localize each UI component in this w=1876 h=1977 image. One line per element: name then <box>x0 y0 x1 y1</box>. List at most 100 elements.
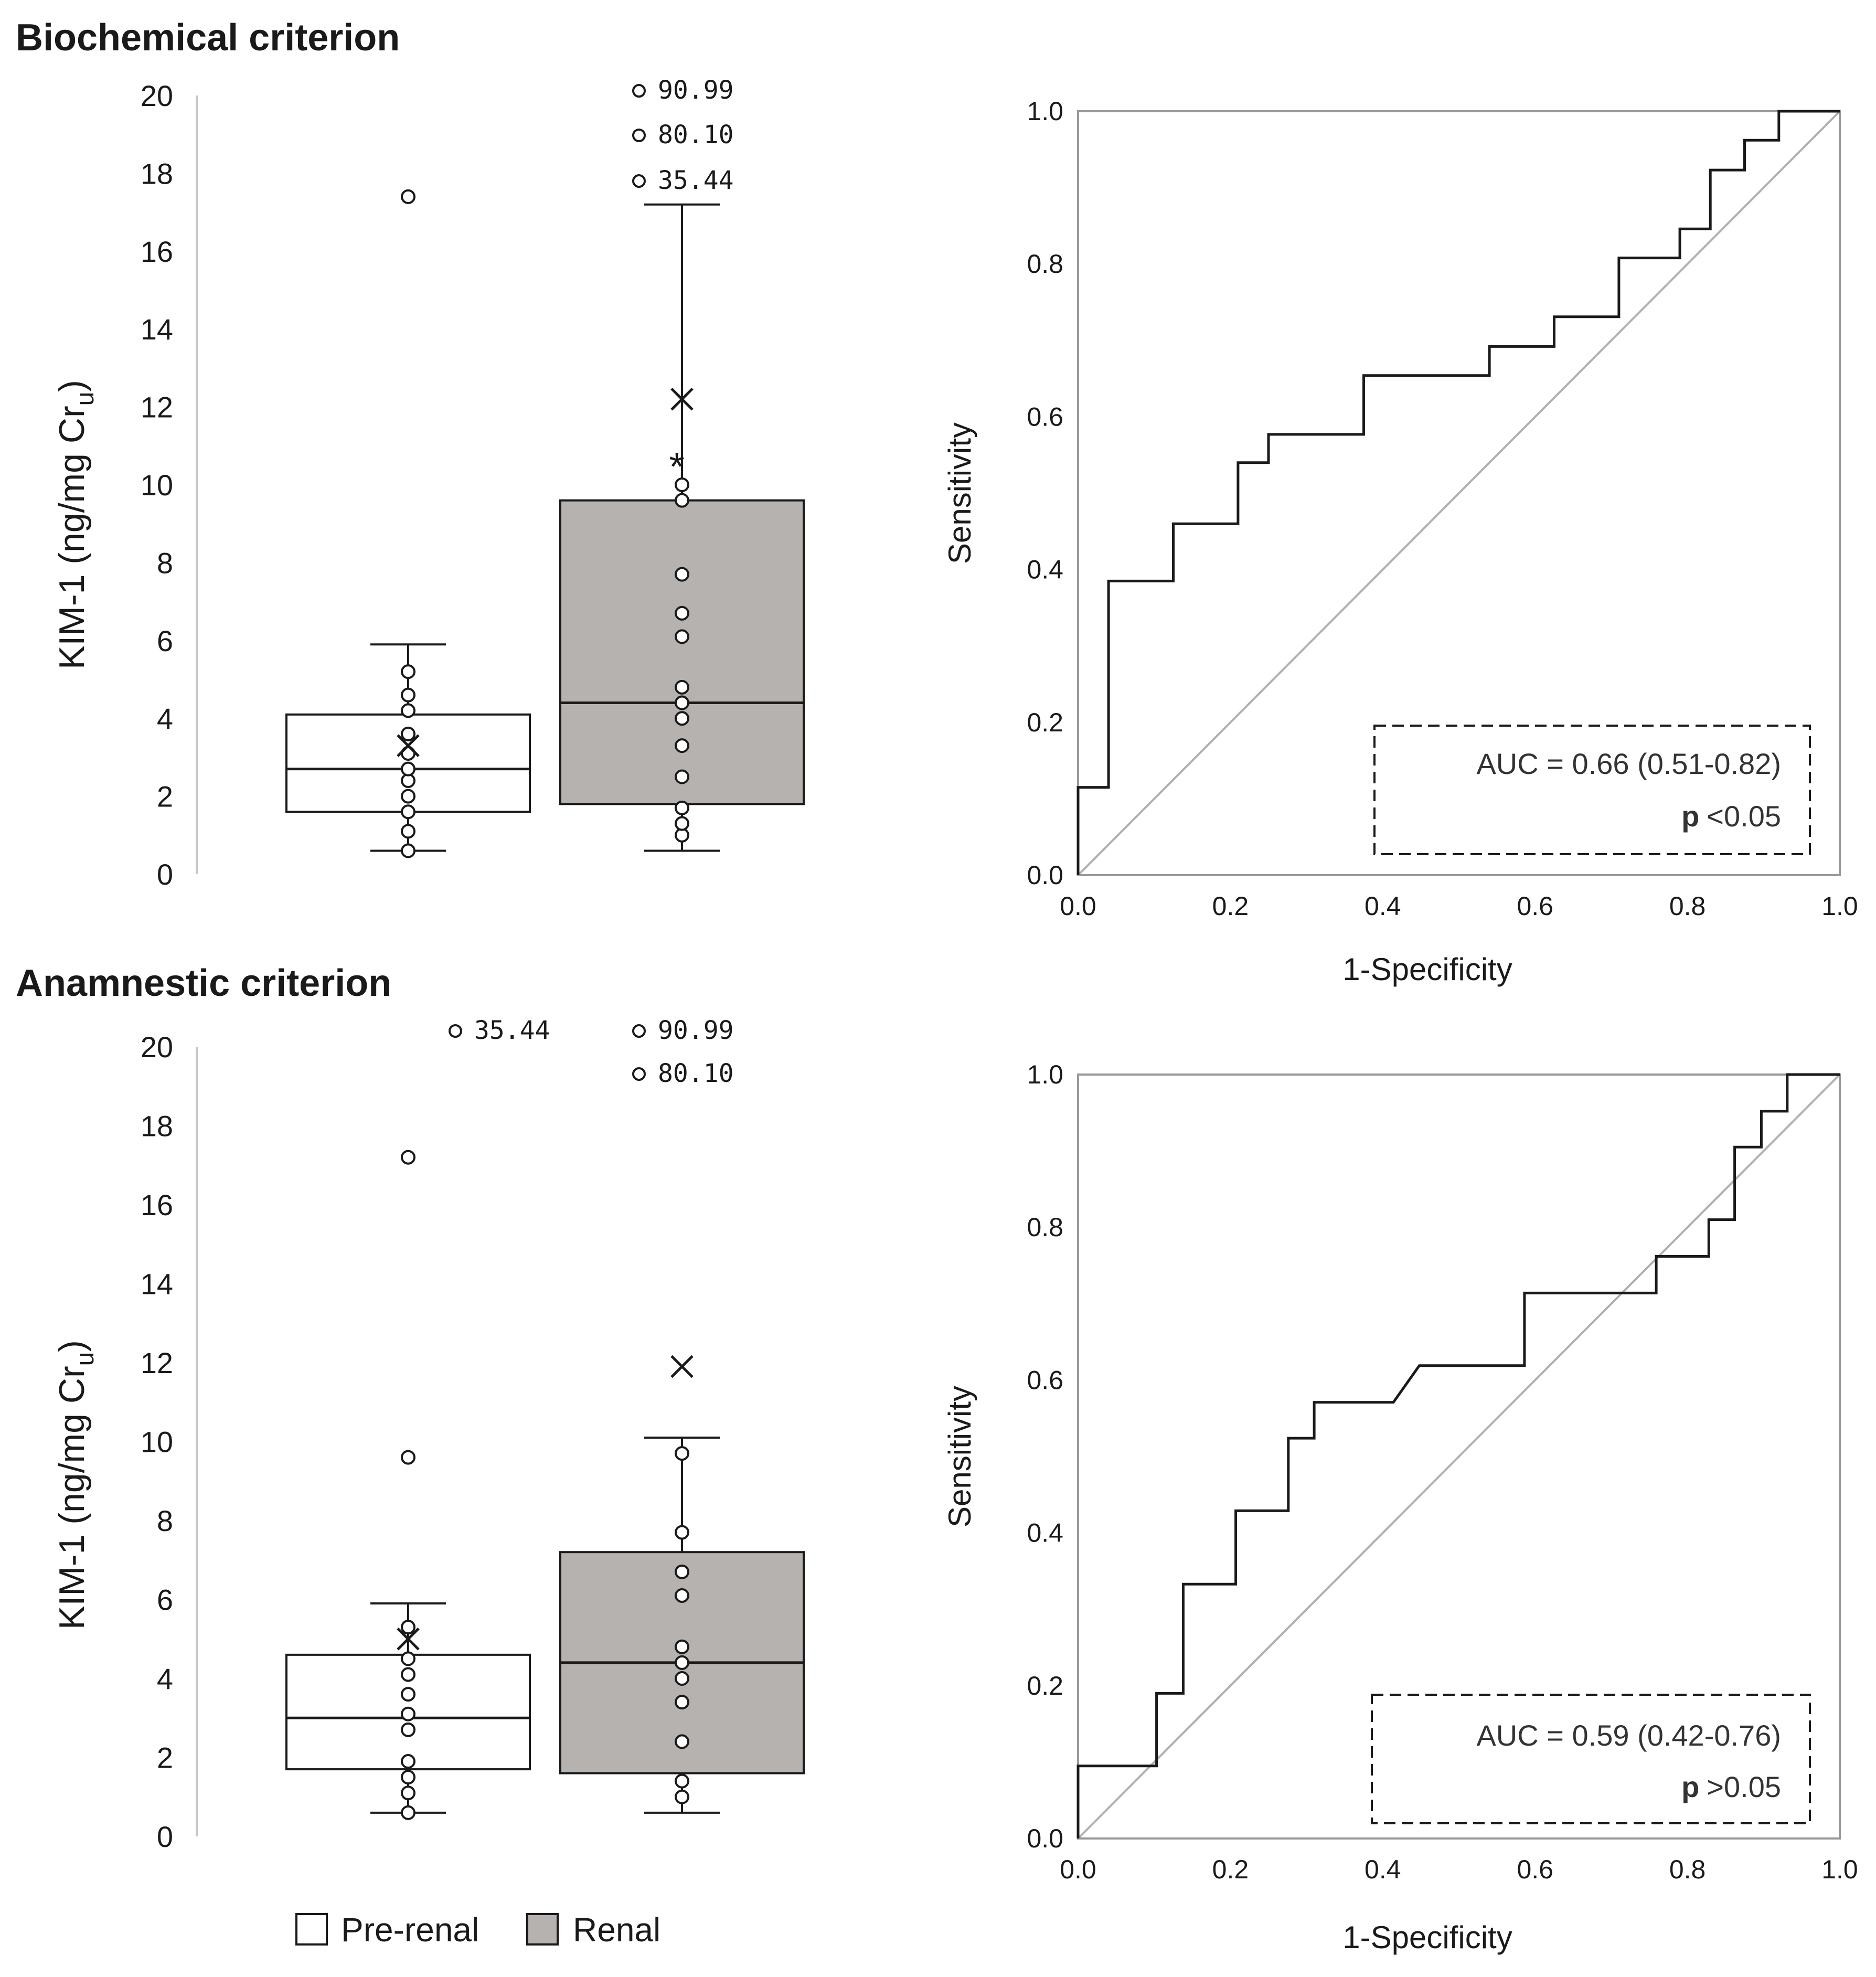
y-tick-label: 2 <box>157 1741 173 1774</box>
y-axis-title: KIM-1 (ng/mg Cru) <box>52 1340 99 1630</box>
y-tick-label: 8 <box>157 546 173 579</box>
data-point <box>676 1696 688 1708</box>
data-point <box>676 739 688 752</box>
box-plot-anamnestic: Anamnestic criterion KIM-1 (ng/mg Cru) 0… <box>16 962 804 1853</box>
y-tick-labels: 0 2 4 6 8 10 12 14 16 18 20 <box>141 1030 173 1853</box>
y-tick-label: 14 <box>141 1268 173 1301</box>
data-point <box>402 805 414 818</box>
panel-title-biochemical: Biochemical criterion <box>16 17 400 59</box>
data-point <box>402 1652 414 1665</box>
auc-text: AUC = 0.66 (0.51-0.82) <box>1476 747 1781 780</box>
y-tick-label: 10 <box>141 1426 173 1459</box>
box-iqr <box>560 501 804 804</box>
data-point <box>676 630 688 643</box>
roc-y-tick-label: 0.0 <box>1027 1824 1063 1853</box>
data-point <box>402 689 414 701</box>
legend-swatch-prerenal <box>296 1914 327 1944</box>
data-point <box>676 1656 688 1669</box>
data-point <box>402 825 414 837</box>
y-tick-label: 12 <box>141 391 173 424</box>
data-point <box>402 1755 414 1768</box>
legend-label-prerenal: Pre-renal <box>341 1911 479 1949</box>
roc-y-tick-label: 0.8 <box>1027 249 1063 279</box>
data-point <box>676 771 688 783</box>
outlier-value-label: 35.44 <box>658 166 734 195</box>
data-point <box>402 763 414 775</box>
data-point <box>676 712 688 725</box>
roc-x-tick-label: 1.0 <box>1821 1855 1858 1884</box>
box-groups: 35.44 90.99 80.10 <box>286 1016 804 1819</box>
panel-title-anamnestic: Anamnestic criterion <box>16 962 391 1004</box>
y-tick-label: 18 <box>141 157 173 190</box>
y-tick-label: 6 <box>157 624 173 657</box>
roc-y-tick-label: 0.2 <box>1027 708 1063 737</box>
data-point <box>676 681 688 694</box>
data-point <box>676 1672 688 1685</box>
auc-box <box>1374 726 1810 854</box>
roc-x-tick-label: 1.0 <box>1821 891 1858 921</box>
data-point <box>402 1151 414 1164</box>
p-value-text: p <0.05 <box>1681 800 1781 833</box>
data-point <box>402 1806 414 1819</box>
data-point <box>676 568 688 581</box>
roc-y-tick-label: 0.6 <box>1027 402 1063 431</box>
roc-y-tick-label: 0.6 <box>1027 1365 1063 1395</box>
data-point <box>676 494 688 507</box>
data-point <box>402 1708 414 1720</box>
outlier-star: * <box>669 444 685 489</box>
y-tick-label: 12 <box>141 1346 173 1379</box>
y-tick-label: 18 <box>141 1110 173 1143</box>
figure: Biochemical criterion KIM-1 (ng/mg Cru) … <box>0 0 1876 1977</box>
outlier-label-marker <box>450 1025 461 1037</box>
data-point <box>402 844 414 857</box>
outlier-label-marker <box>633 1068 645 1080</box>
box-group-pre-renal: 35.44 <box>286 1016 550 1819</box>
data-point <box>402 1451 414 1464</box>
data-point <box>402 1724 414 1736</box>
y-tick-label: 20 <box>141 79 173 112</box>
outlier-label-marker <box>633 130 645 141</box>
y-tick-label: 14 <box>141 313 173 346</box>
data-point <box>402 1688 414 1700</box>
roc-anamnestic: 0.00.0 0.2 0.2 0.4 0.4 0.6 0.6 0.8 0.8 1.0 1.0 1-S… <box>942 1060 1858 1955</box>
outlier-value-label: 35.44 <box>474 1016 550 1045</box>
data-point <box>402 1771 414 1783</box>
box-groups: * 90.99 80.10 35.44 <box>286 76 804 857</box>
outlier-label-marker <box>633 85 645 97</box>
y-tick-label: 0 <box>157 858 173 891</box>
outlier-label-marker <box>633 1025 645 1037</box>
auc-box <box>1372 1695 1810 1823</box>
legend-label-renal: Renal <box>573 1911 660 1949</box>
data-point <box>676 697 688 709</box>
box-group-pre-renal <box>286 190 530 857</box>
roc-biochemical: 0.00.0 0.2 0.2 0.4 0.4 0.6 0.6 0.8 0.8 1.0 1.0 1-S… <box>942 97 1858 987</box>
data-point <box>676 1589 688 1602</box>
roc-y-tick-label: 0.4 <box>1027 555 1063 584</box>
outlier-value-label: 80.10 <box>658 1059 734 1088</box>
roc-x-axis-title: 1-Specificity <box>1342 1920 1512 1955</box>
y-axis-title: KIM-1 (ng/mg Cru) <box>52 380 99 669</box>
outlier-value-label: 90.99 <box>658 1016 734 1045</box>
roc-x-tick-label: 0.8 <box>1669 1855 1706 1884</box>
data-point <box>676 1566 688 1578</box>
y-tick-label: 4 <box>157 1662 173 1695</box>
y-tick-label: 8 <box>157 1504 173 1537</box>
roc-y-tick-label: 0.8 <box>1027 1213 1063 1242</box>
data-point <box>402 1787 414 1799</box>
roc-y-tick-label: 0.4 <box>1027 1518 1063 1548</box>
data-point <box>402 1668 414 1681</box>
data-point <box>402 704 414 717</box>
roc-y-tick-label: 1.0 <box>1027 1060 1063 1089</box>
roc-x-tick-label: 0.0 <box>1060 891 1096 921</box>
data-point <box>402 665 414 678</box>
data-point <box>676 1791 688 1803</box>
roc-x-tick-label: 0.4 <box>1365 891 1401 921</box>
outlier-value-label: 80.10 <box>658 120 734 150</box>
y-tick-label: 20 <box>141 1030 173 1064</box>
data-point <box>402 190 414 203</box>
y-tick-label: 2 <box>157 780 173 813</box>
data-point <box>676 1447 688 1460</box>
legend-swatch-renal <box>527 1914 558 1944</box>
roc-x-tick-label: 0.6 <box>1517 891 1553 921</box>
auc-text: AUC = 0.59 (0.42-0.76) <box>1476 1719 1781 1752</box>
